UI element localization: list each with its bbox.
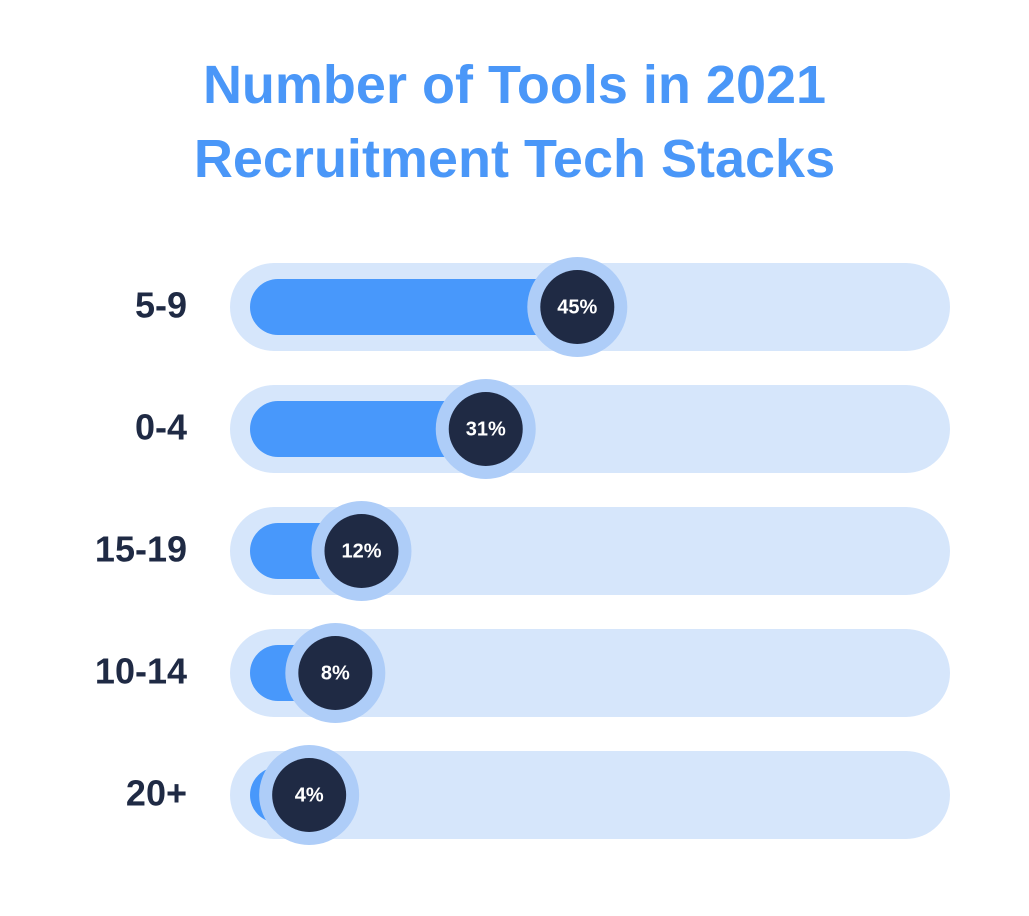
knob xyxy=(540,270,615,344)
category-label: 20+ xyxy=(126,773,187,814)
knob xyxy=(272,758,347,832)
track xyxy=(230,629,950,717)
title-wrap: Number of Tools in 2021 Recruitment Tech… xyxy=(0,48,1029,196)
category-label: 5-9 xyxy=(135,285,187,326)
value-label: 45% xyxy=(557,296,597,318)
chart-title: Number of Tools in 2021 Recruitment Tech… xyxy=(193,55,836,189)
value-label: 12% xyxy=(341,540,381,562)
category-label: 15-19 xyxy=(95,529,187,570)
value-label: 8% xyxy=(321,662,350,684)
knob xyxy=(448,392,523,466)
category-label: 0-4 xyxy=(135,407,187,448)
category-label: 10-14 xyxy=(95,651,187,692)
value-label: 4% xyxy=(295,784,324,806)
track xyxy=(230,751,950,839)
value-label: 31% xyxy=(466,418,506,440)
bar xyxy=(250,279,578,335)
bar xyxy=(250,401,486,457)
knob xyxy=(298,636,373,710)
track xyxy=(230,507,950,595)
knob xyxy=(324,514,399,588)
